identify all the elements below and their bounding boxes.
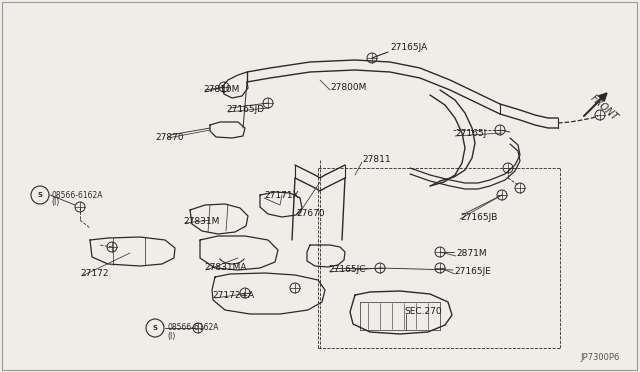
Text: 27172: 27172 bbox=[80, 269, 109, 279]
Text: (I): (I) bbox=[167, 331, 175, 340]
Text: SEC.270: SEC.270 bbox=[404, 308, 442, 317]
Text: 08566-6162A: 08566-6162A bbox=[51, 190, 102, 199]
Text: 08566-6162A: 08566-6162A bbox=[167, 324, 218, 333]
Text: S: S bbox=[38, 192, 42, 198]
Text: (I): (I) bbox=[51, 199, 60, 208]
Text: JP7300P6: JP7300P6 bbox=[580, 353, 620, 362]
Text: 27165JE: 27165JE bbox=[454, 267, 491, 276]
Text: 27831MA: 27831MA bbox=[204, 263, 246, 273]
Text: 27810M: 27810M bbox=[203, 86, 239, 94]
Text: 27811: 27811 bbox=[362, 155, 390, 164]
Text: 27870: 27870 bbox=[155, 134, 184, 142]
Text: 27800M: 27800M bbox=[330, 83, 366, 92]
Text: 27165JC: 27165JC bbox=[328, 266, 365, 275]
Text: 27831M: 27831M bbox=[183, 217, 220, 225]
Text: 27165JB: 27165JB bbox=[460, 212, 497, 221]
Text: 27165JA: 27165JA bbox=[390, 44, 428, 52]
Text: 27172+A: 27172+A bbox=[212, 292, 254, 301]
Text: S: S bbox=[152, 325, 157, 331]
Text: 27165J: 27165J bbox=[455, 129, 486, 138]
Text: 27165JD: 27165JD bbox=[226, 106, 264, 115]
Text: 2871M: 2871M bbox=[456, 250, 486, 259]
Text: 27171X: 27171X bbox=[264, 192, 299, 201]
Text: 27670: 27670 bbox=[296, 208, 324, 218]
Text: FRONT: FRONT bbox=[588, 93, 620, 123]
